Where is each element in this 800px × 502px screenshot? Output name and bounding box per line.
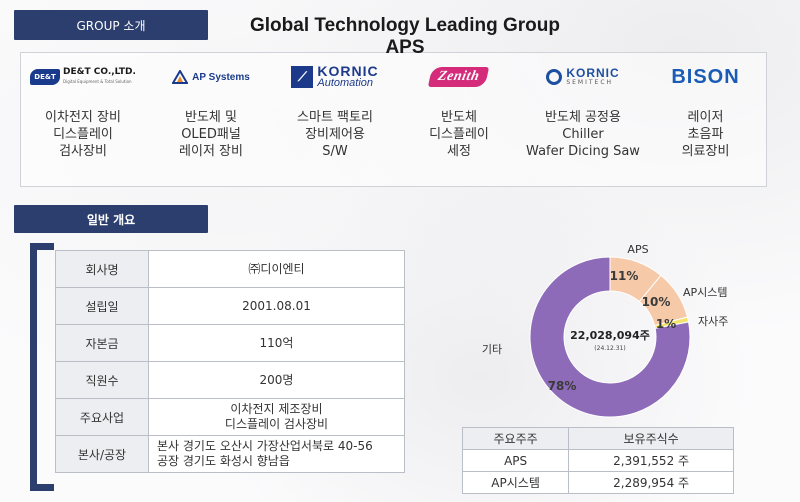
row-key: 주요사업 [55, 398, 149, 436]
shareholder-shares: 2,289,954 주 [568, 471, 734, 494]
group-intro-label: GROUP 소개 [14, 10, 208, 40]
page-title: Global Technology Leading Group APS [250, 15, 560, 58]
kornic-semitech-logo: KORNIC SEMITECH [521, 61, 645, 93]
donut-center-date: (24.12.31) [594, 345, 625, 352]
shareholder-donut-chart: 11% APS 10% AP시스템 1% 자사주 78% 기타 22,028,094주 (24.1… [482, 243, 728, 418]
table-row: 직원수 200명 [55, 361, 405, 399]
row-key: 직원수 [55, 361, 149, 399]
company-description: 반도체 공정용 Chiller Wafer Dicing Saw [526, 110, 640, 159]
overview-table: 회사명 ㈜디이엔티 설립일 2001.08.01 자본금 110억 직원수 200명 주… [55, 250, 405, 473]
row-value: 110억 [148, 324, 405, 362]
shareholder-name: APS [461, 449, 570, 472]
general-overview-label: 일반 개요 [14, 205, 208, 233]
bison-logo-text: BISON [671, 65, 740, 88]
company-description: 반도체 디스플레이 세정 [429, 110, 489, 159]
row-value: 200명 [148, 361, 405, 399]
company-bison: BISON 레이저 초음파 의료장비 [645, 53, 766, 186]
donut-slice [529, 256, 691, 418]
row-value: 2001.08.01 [148, 287, 405, 325]
shareholder-name: AP시스템 [461, 471, 570, 494]
row-key: 회사명 [55, 250, 149, 288]
row-key: 본사/공장 [55, 435, 149, 473]
table-row: 주요사업 이차전지 제조장비 디스플레이 검사장비 [55, 398, 405, 436]
kornic-semitech-sub: SEMITECH [566, 79, 614, 86]
zenith-logo-text: Zenith [428, 67, 490, 87]
kornic-logo-sub: Automation [317, 77, 374, 89]
slice-category-label: AP시스템 [683, 286, 728, 299]
table-row: AP시스템 2,289,954 주 [461, 471, 734, 494]
company-logos-panel: DE&T DE&T CO.,LTD. Digital Equipment & To… [20, 52, 767, 187]
company-description: 레이저 초음파 의료장비 [681, 110, 730, 159]
slice-category-label: APS [627, 243, 648, 256]
company-zenith: Zenith 반도체 디스플레이 세정 [397, 53, 521, 186]
kornic-logo-text: KORNIC [317, 63, 379, 79]
slice-percent-label: 1% [656, 317, 676, 331]
column-header: 보유주식수 [568, 427, 734, 450]
kornic-circle-icon [546, 69, 563, 85]
det-emblem: DE&T [30, 69, 61, 85]
company-description: 이차전지 장비 디스플레이 검사장비 [45, 110, 121, 159]
table-row: 본사/공장 본사 경기도 오산시 가장산업서북로 40-56 공장 경기도 화성시… [55, 435, 405, 473]
table-row: 자본금 110억 [55, 324, 405, 362]
slice-percent-label: 10% [642, 295, 671, 309]
column-header: 주요주주 [461, 427, 570, 450]
kornic-semitech-text: KORNIC [566, 66, 620, 80]
shareholders-table: 주요주주 보유주식수 APS 2,391,552 주 AP시스템 2,289,9… [461, 427, 734, 494]
slice-category-label: 기타 [482, 343, 502, 356]
row-value: ㈜디이엔티 [148, 250, 405, 288]
company-kornic-semitech: KORNIC SEMITECH 반도체 공정용 Chiller Wafer Dic… [521, 53, 645, 186]
det-logo-text: DE&T CO.,LTD. [63, 67, 136, 77]
row-key: 자본금 [55, 324, 149, 362]
det-logo-sub: Digital Equipment & Total Solution [63, 79, 132, 84]
ap-triangle-icon [172, 70, 189, 84]
company-ap-systems: AP Systems 반도체 및 OLED패널 레이저 장비 [149, 53, 273, 186]
slice-percent-label: 11% [610, 269, 639, 283]
ap-systems-logo: AP Systems [149, 61, 273, 93]
table-row: 설립일 2001.08.01 [55, 287, 405, 325]
kornic-mark-icon: ⟋ [291, 66, 314, 88]
shareholder-shares: 2,391,552 주 [568, 449, 734, 472]
table-header-row: 주요주주 보유주식수 [461, 427, 734, 450]
kornic-automation-logo: ⟋ KORNIC Automation [273, 61, 397, 93]
det-logo: DE&T DE&T CO.,LTD. Digital Equipment & To… [21, 61, 145, 93]
company-det: DE&T DE&T CO.,LTD. Digital Equipment & To… [21, 53, 145, 186]
row-value: 본사 경기도 오산시 가장산업서북로 40-56 공장 경기도 화성시 향남읍 [148, 435, 405, 473]
company-kornic-automation: ⟋ KORNIC Automation 스마트 팩토리 장비제어용 S/W [273, 53, 397, 186]
company-description: 스마트 팩토리 장비제어용 S/W [297, 110, 373, 159]
slice-percent-label: 78% [548, 379, 577, 393]
slice-category-label: 자사주 [698, 315, 728, 328]
ap-logo-text: AP Systems [192, 71, 250, 83]
row-key: 설립일 [55, 287, 149, 325]
row-value: 이차전지 제조장비 디스플레이 검사장비 [148, 398, 405, 436]
table-row: 회사명 ㈜디이엔티 [55, 250, 405, 288]
donut-center-total: 22,028,094주 [570, 329, 650, 342]
table-row: APS 2,391,552 주 [461, 449, 734, 472]
bison-logo: BISON [645, 61, 766, 93]
overview-bracket-decoration [30, 243, 54, 491]
zenith-logo: Zenith [397, 61, 521, 93]
company-description: 반도체 및 OLED패널 레이저 장비 [179, 110, 243, 159]
